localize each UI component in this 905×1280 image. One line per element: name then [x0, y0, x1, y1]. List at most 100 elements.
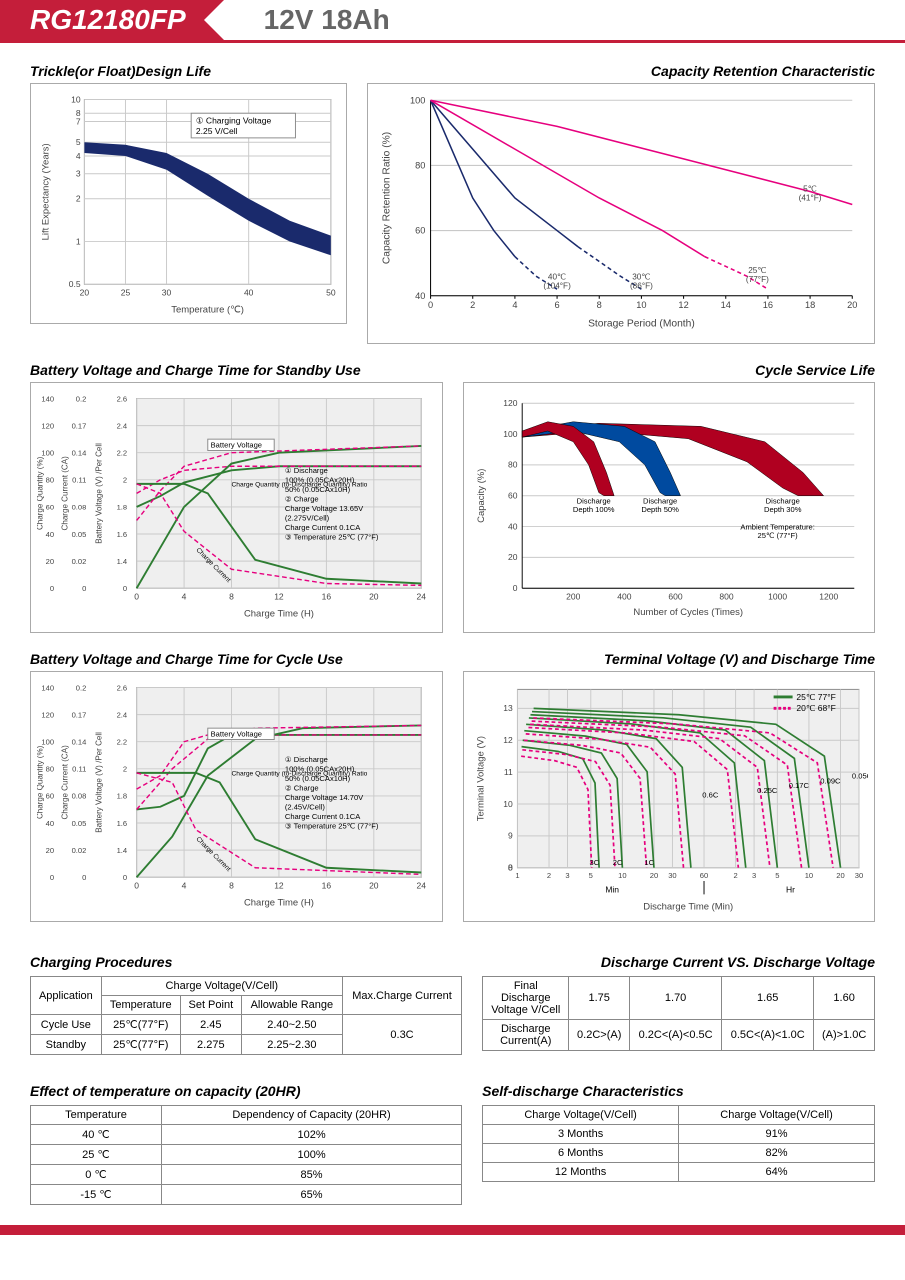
svg-text:(41°F): (41°F) [799, 194, 822, 203]
table-self-title: Self-discharge Characteristics [482, 1083, 875, 1099]
model-badge: RG12180FP [0, 0, 204, 40]
svg-text:0: 0 [512, 583, 517, 593]
svg-text:16: 16 [322, 881, 332, 891]
svg-text:2.4: 2.4 [117, 710, 128, 719]
svg-text:① Discharge: ① Discharge [285, 755, 328, 764]
svg-text:Charge Time (H): Charge Time (H) [244, 609, 314, 620]
table-charging-title: Charging Procedures [30, 954, 462, 970]
svg-text:2: 2 [123, 475, 127, 484]
svg-text:Charge Current 0.1CA: Charge Current 0.1CA [285, 523, 361, 532]
svg-text:1.4: 1.4 [117, 557, 128, 566]
svg-text:(2.275V/Cell): (2.275V/Cell) [285, 513, 330, 522]
svg-text:8: 8 [597, 300, 602, 310]
svg-text:100: 100 [41, 738, 54, 747]
svg-text:100% (0.05CAx20H): 100% (0.05CAx20H) [285, 765, 355, 774]
svg-text:25℃: 25℃ [749, 266, 767, 275]
svg-text:0: 0 [50, 584, 54, 593]
chart-cycle-life: 02040608010012020040060080010001200Disch… [470, 389, 869, 626]
svg-text:25: 25 [121, 288, 131, 298]
table-self-discharge: Charge Voltage(V/Cell)Charge Voltage(V/C… [482, 1105, 875, 1182]
svg-text:60: 60 [415, 226, 425, 236]
svg-text:Min: Min [605, 884, 619, 894]
svg-text:0: 0 [82, 873, 86, 882]
svg-text:100: 100 [41, 448, 54, 457]
svg-text:120: 120 [41, 421, 54, 430]
svg-text:2: 2 [733, 871, 737, 880]
svg-text:0: 0 [134, 591, 139, 601]
svg-text:③ Temperature 25℃ (77°F): ③ Temperature 25℃ (77°F) [285, 532, 379, 541]
svg-text:20: 20 [847, 300, 857, 310]
chart-terminal-voltage: 089101112131235102030602351020303C2C1C0.… [470, 678, 869, 915]
svg-text:20: 20 [80, 288, 90, 298]
svg-text:20: 20 [46, 846, 54, 855]
svg-text:2.6: 2.6 [117, 394, 128, 403]
svg-text:① Discharge: ① Discharge [285, 466, 328, 475]
svg-text:4: 4 [513, 300, 518, 310]
header: RG12180FP 12V 18Ah [0, 0, 905, 43]
svg-text:8: 8 [229, 881, 234, 891]
svg-text:12: 12 [274, 591, 284, 601]
svg-text:50: 50 [326, 288, 336, 298]
svg-text:5: 5 [76, 137, 81, 147]
table-discharge: Final DischargeVoltage V/Cell1.751.701.6… [482, 976, 875, 1051]
svg-text:100% (0.05CAx20H): 100% (0.05CAx20H) [285, 475, 355, 484]
svg-text:0: 0 [123, 584, 127, 593]
svg-text:0: 0 [134, 881, 139, 891]
svg-text:8: 8 [229, 591, 234, 601]
table-discharge-title: Discharge Current VS. Discharge Voltage [482, 954, 875, 970]
chart-standby-charge: 04812162024000200.021.4400.051.6600.081.… [37, 389, 436, 626]
svg-text:40: 40 [46, 819, 54, 828]
svg-text:20: 20 [369, 881, 379, 891]
svg-text:10: 10 [637, 300, 647, 310]
svg-text:1000: 1000 [768, 591, 787, 601]
svg-text:30: 30 [162, 288, 172, 298]
svg-text:1: 1 [76, 236, 81, 246]
svg-text:(86°F): (86°F) [630, 282, 653, 291]
svg-text:60: 60 [46, 792, 54, 801]
svg-text:80: 80 [46, 475, 54, 484]
svg-text:0.14: 0.14 [72, 448, 87, 457]
svg-text:Depth 30%: Depth 30% [763, 505, 801, 514]
svg-text:0.17: 0.17 [72, 710, 87, 719]
svg-text:40: 40 [46, 530, 54, 539]
svg-text:Charge Current (CA): Charge Current (CA) [60, 745, 69, 820]
svg-text:120: 120 [503, 398, 517, 408]
svg-text:① Charging Voltage: ① Charging Voltage [196, 116, 272, 126]
svg-text:40: 40 [415, 291, 425, 301]
svg-text:60: 60 [507, 490, 517, 500]
svg-text:50% (0.05CAx10H): 50% (0.05CAx10H) [285, 485, 351, 494]
svg-text:16: 16 [322, 591, 332, 601]
svg-text:2: 2 [76, 194, 81, 204]
svg-text:10: 10 [71, 94, 81, 104]
svg-text:5: 5 [588, 871, 592, 880]
svg-text:20: 20 [507, 552, 517, 562]
svg-text:24: 24 [417, 881, 427, 891]
svg-text:0: 0 [123, 873, 127, 882]
table-temperature-capacity: TemperatureDependency of Capacity (20HR)… [30, 1105, 462, 1205]
svg-text:10: 10 [618, 871, 626, 880]
svg-text:0.14: 0.14 [72, 738, 87, 747]
footer-bar [0, 1225, 905, 1235]
svg-text:4: 4 [76, 151, 81, 161]
svg-text:1C: 1C [644, 858, 654, 867]
svg-text:20: 20 [649, 871, 657, 880]
svg-text:140: 140 [41, 683, 54, 692]
svg-text:18: 18 [805, 300, 815, 310]
svg-text:Charge Current 0.1CA: Charge Current 0.1CA [285, 812, 361, 821]
svg-text:10: 10 [503, 799, 513, 809]
svg-text:0.09C: 0.09C [820, 776, 841, 785]
svg-text:0.05C: 0.05C [851, 772, 868, 781]
svg-text:② Charge: ② Charge [285, 494, 319, 503]
svg-text:12: 12 [274, 881, 284, 891]
svg-text:11: 11 [503, 767, 512, 777]
svg-text:0: 0 [82, 584, 86, 593]
svg-text:12: 12 [503, 735, 513, 745]
svg-text:3: 3 [751, 871, 755, 880]
svg-text:(77°F): (77°F) [746, 275, 769, 284]
svg-text:2: 2 [546, 871, 550, 880]
svg-text:20: 20 [836, 871, 844, 880]
svg-text:2.2: 2.2 [117, 448, 128, 457]
svg-text:0.25C: 0.25C [757, 786, 778, 795]
svg-text:Hr: Hr [785, 884, 794, 894]
svg-text:Capacity (%): Capacity (%) [476, 468, 487, 522]
